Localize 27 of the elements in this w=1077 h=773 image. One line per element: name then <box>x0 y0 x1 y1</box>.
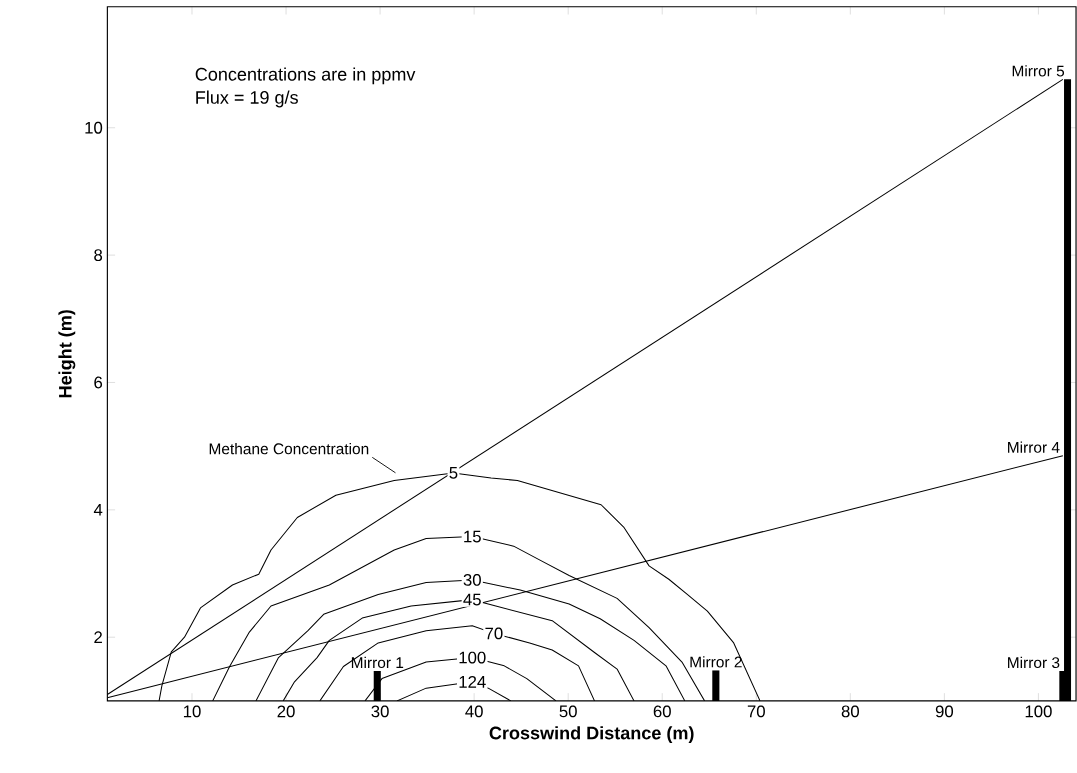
y-tick-label: 2 <box>94 631 102 643</box>
x-tick-label: 20 <box>277 705 295 718</box>
x-tick-label: 80 <box>841 705 859 718</box>
annotation: Mirror 5 <box>1012 64 1065 77</box>
y-axis-title: Height (m) <box>58 309 76 398</box>
series-label: 5 <box>449 466 458 479</box>
x-tick-label: 10 <box>183 705 201 718</box>
annotation: Flux = 19 g/s <box>196 90 298 108</box>
x-tick-label: 60 <box>653 705 671 718</box>
x-tick-label: 50 <box>559 705 577 718</box>
annotation: Mirror 4 <box>1008 441 1060 453</box>
x-tick-label: 30 <box>371 705 389 718</box>
x-tick-label: 40 <box>465 705 483 718</box>
annotation: Mirror 1 <box>351 656 404 668</box>
y-tick-label: 10 <box>85 121 103 134</box>
x-tick-label: 90 <box>935 705 954 718</box>
x-axis-title: Crosswind Distance (m) <box>489 725 694 743</box>
y-tick-label: 6 <box>94 376 103 389</box>
y-tick-label: 4 <box>93 503 103 516</box>
series-label: 70 <box>485 627 503 640</box>
annotation: Mirror 3 <box>1008 656 1060 668</box>
annotation: Methane Concentration <box>209 442 369 455</box>
annotation: Concentrations are in ppmv <box>195 67 416 85</box>
x-tick-label: 70 <box>747 705 765 718</box>
y-tick-label: 8 <box>94 248 103 261</box>
annotation: Mirror 2 <box>690 655 742 668</box>
x-tick-label: 100 <box>1025 705 1052 718</box>
